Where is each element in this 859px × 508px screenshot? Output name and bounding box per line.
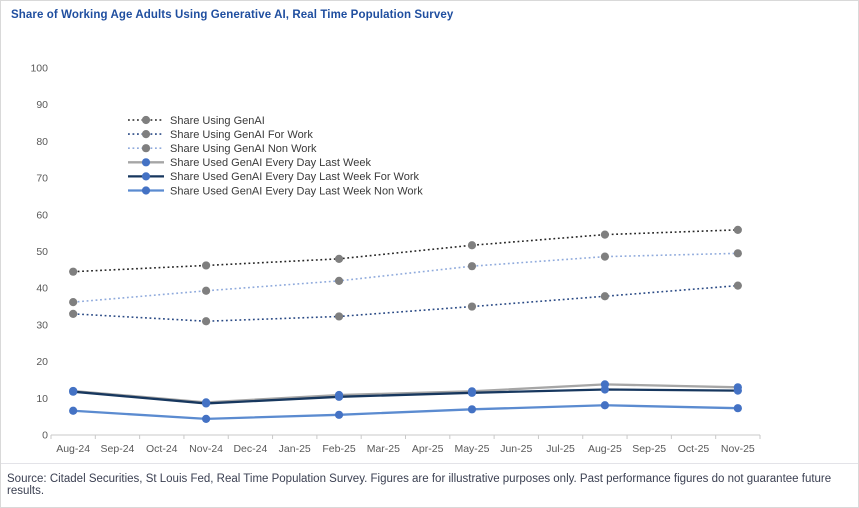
chart-legend: Share Using GenAI Share Using GenAI For W…: [128, 115, 423, 197]
legend-item: Share Using GenAI: [128, 115, 265, 127]
data-point-marker: [69, 267, 78, 276]
data-point-marker: [334, 254, 344, 263]
legend-swatch-marker: [141, 186, 151, 195]
x-tick-label: Dec-24: [233, 443, 267, 455]
legend-label: Share Using GenAI For Work: [170, 129, 313, 141]
y-tick-label: 0: [42, 430, 48, 442]
data-point-marker: [201, 286, 211, 295]
legend-swatch-marker: [141, 115, 151, 125]
data-point-marker: [600, 292, 610, 301]
x-tick-label: Jul-25: [546, 443, 575, 455]
legend-item: Share Used GenAI Every Day Last Week Non…: [128, 185, 423, 197]
legend-item: Share Used GenAI Every Day Last Week For…: [128, 171, 420, 183]
legend-label: Share Used GenAI Every Day Last Week Non…: [170, 185, 423, 197]
data-point-marker: [69, 298, 78, 307]
data-point-marker: [334, 392, 344, 401]
y-tick-label: 90: [36, 99, 48, 111]
data-point-marker: [733, 281, 742, 290]
y-tick-label: 10: [36, 393, 48, 405]
x-tick-label: Apr-25: [412, 443, 444, 455]
data-point-marker: [600, 252, 610, 261]
data-point-marker: [467, 302, 477, 311]
y-tick-label: 50: [36, 246, 48, 258]
legend-label: Share Used GenAI Every Day Last Week For…: [170, 171, 420, 183]
series-lines: [73, 229, 738, 421]
data-point-marker: [334, 312, 344, 321]
data-point-marker: [600, 401, 610, 410]
x-tick-label: Jun-25: [500, 443, 532, 455]
x-tick-label: Sep-24: [101, 443, 135, 455]
data-point-marker: [600, 230, 610, 239]
data-point-marker: [467, 388, 477, 397]
y-tick-label: 80: [36, 136, 48, 148]
data-point-marker: [733, 249, 742, 258]
y-tick-label: 30: [36, 319, 48, 331]
x-tick-label: Oct-25: [678, 443, 710, 455]
legend-label: Share Using GenAI: [170, 115, 265, 127]
y-tick-label: 100: [30, 63, 48, 75]
data-point-marker: [201, 414, 211, 423]
data-point-marker: [733, 386, 742, 395]
data-point-marker: [467, 405, 477, 414]
y-tick-label: 40: [36, 283, 48, 295]
legend-label: Share Using GenAI Non Work: [170, 143, 317, 155]
x-tick-label: Aug-24: [56, 443, 90, 455]
y-axis-labels: 0 10 20 30 40 50 60 70 80 90 100: [30, 63, 48, 442]
data-point-marker: [201, 317, 211, 326]
x-tick-label: Aug-25: [588, 443, 622, 455]
data-point-marker: [467, 241, 477, 250]
series-line: [73, 404, 738, 421]
x-tick-label: Nov-25: [721, 443, 755, 455]
x-axis: Aug-24 Sep-24 Oct-24 Nov-24 Dec-24 Jan-25 Feb-…: [50, 434, 761, 455]
data-point-marker: [69, 406, 78, 415]
chart-canvas: 0 10 20 30 40 50 60 70 80 90 100 Aug-24 Sep-24 Oct-24…: [30, 63, 761, 455]
x-tick-label: Feb-25: [322, 443, 355, 455]
legend-swatch-marker: [141, 172, 151, 181]
data-point-marker: [733, 404, 742, 413]
x-tick-label: Nov-24: [189, 443, 223, 455]
x-tick-label: May-25: [454, 443, 489, 455]
series-line: [73, 252, 738, 303]
data-point-marker: [69, 387, 78, 396]
series-line: [73, 229, 738, 273]
legend-swatch-marker: [141, 158, 151, 167]
series-markers: [69, 225, 742, 423]
x-tick-label: Oct-24: [146, 443, 178, 455]
data-point-marker: [600, 385, 610, 394]
y-tick-label: 60: [36, 209, 48, 221]
y-tick-label: 70: [36, 173, 48, 185]
data-point-marker: [334, 276, 344, 285]
data-point-marker: [201, 261, 211, 270]
legend-swatch-marker: [141, 144, 151, 153]
line-chart: 0 10 20 30 40 50 60 70 80 90 100 Aug-24 Sep-24 Oct-24…: [1, 1, 858, 478]
data-point-marker: [467, 262, 477, 271]
series-line: [73, 388, 738, 405]
data-point-marker: [69, 309, 78, 318]
source-disclaimer: Source: Citadel Securities, St Louis Fed…: [1, 463, 858, 507]
x-tick-label: Jan-25: [279, 443, 311, 455]
chart-title: Share of Working Age Adults Using Genera…: [11, 9, 454, 21]
legend-swatch-marker: [141, 130, 151, 139]
y-tick-label: 20: [36, 356, 48, 368]
legend-item: Share Used GenAI Every Day Last Week: [128, 157, 371, 169]
legend-label: Share Used GenAI Every Day Last Week: [170, 157, 371, 169]
legend-item: Share Using GenAI For Work: [128, 129, 313, 141]
data-point-marker: [733, 225, 742, 234]
data-point-marker: [334, 410, 344, 419]
legend-item: Share Using GenAI Non Work: [128, 143, 317, 155]
data-point-marker: [201, 399, 211, 408]
x-tick-label: Sep-25: [632, 443, 666, 455]
series-line: [73, 284, 738, 323]
x-tick-label: Mar-25: [367, 443, 400, 455]
